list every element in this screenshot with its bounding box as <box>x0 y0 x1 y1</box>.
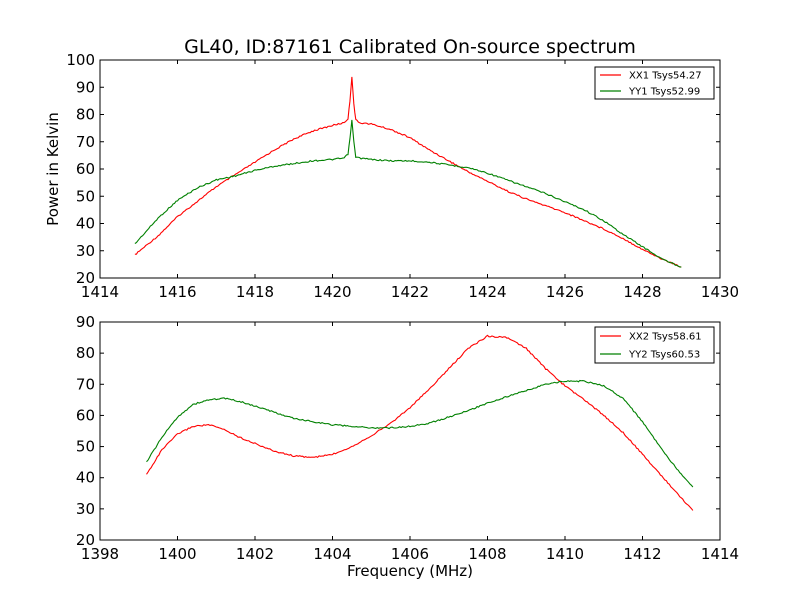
series-line-1-1 <box>134 76 682 268</box>
legend-label: XX1 Tsys54.27 <box>629 71 702 82</box>
chart-title: GL40, ID:87161 Calibrated On-source spec… <box>184 36 636 58</box>
x-tick-label: 1400 <box>158 545 196 563</box>
y-tick-label: 30 <box>76 500 95 518</box>
x-axis-label: Frequency (MHz) <box>347 562 473 580</box>
x-tick-label: 1398 <box>81 545 119 563</box>
y-tick-label: 70 <box>76 133 95 151</box>
x-tick-label: 1428 <box>623 283 661 301</box>
y-tick-label: 50 <box>76 438 95 456</box>
x-tick-label: 1408 <box>468 545 506 563</box>
y-tick-label: 60 <box>76 160 95 178</box>
legend-box <box>594 66 715 100</box>
y-tick-label: 20 <box>76 269 95 287</box>
x-tick-label: 1418 <box>236 283 274 301</box>
x-tick-label: 1404 <box>313 545 351 563</box>
series-line-2-2 <box>146 379 694 488</box>
y-tick-label: 90 <box>76 78 95 96</box>
x-tick-label: 1406 <box>391 545 429 563</box>
y-axis-label: Power in Kelvin <box>44 112 62 226</box>
y-tick-label: 80 <box>76 344 95 362</box>
y-tick-label: 40 <box>76 469 95 487</box>
y-tick-label: 40 <box>76 215 95 233</box>
x-tick-label: 1414 <box>701 545 739 563</box>
y-tick-label: 50 <box>76 187 95 205</box>
legend: XX1 Tsys54.27 YY1 Tsys52.99 <box>594 66 715 100</box>
x-tick-label: 1414 <box>81 283 119 301</box>
series-line-1-2 <box>134 119 682 268</box>
legend: XX2 Tsys58.61 YY2 Tsys60.53 <box>594 326 715 364</box>
y-tick-label: 60 <box>76 406 95 424</box>
x-tick-label: 1426 <box>546 283 584 301</box>
x-tick-label: 1412 <box>623 545 661 563</box>
y-tick-label: 70 <box>76 375 95 393</box>
x-tick-label: 1402 <box>236 545 274 563</box>
y-tick-label: 20 <box>76 531 95 549</box>
bottom-spectrum-plot: 1398 1400 1402 1404 1406 1408 1410 1412 1414 20 30… <box>76 313 739 563</box>
x-tick-label: 1424 <box>468 283 506 301</box>
legend-box <box>594 326 715 364</box>
y-tick-label: 100 <box>66 51 95 69</box>
series-line-2-1 <box>146 334 694 511</box>
top-spectrum-plot: 1414 1416 1418 1420 1422 1424 1426 1428 1430 20 30… <box>66 51 739 301</box>
y-tick-label: 80 <box>76 106 95 124</box>
legend-label: YY2 Tsys60.53 <box>628 350 700 361</box>
x-tick-label: 1430 <box>701 283 739 301</box>
x-tick-label: 1410 <box>546 545 584 563</box>
legend-label: YY1 Tsys52.99 <box>628 87 700 98</box>
legend-label: XX2 Tsys58.61 <box>629 332 702 343</box>
x-tick-label: 1416 <box>158 283 196 301</box>
y-tick-label: 90 <box>76 313 95 331</box>
y-tick-label: 30 <box>76 242 95 260</box>
x-tick-label: 1420 <box>313 283 351 301</box>
x-tick-label: 1422 <box>391 283 429 301</box>
